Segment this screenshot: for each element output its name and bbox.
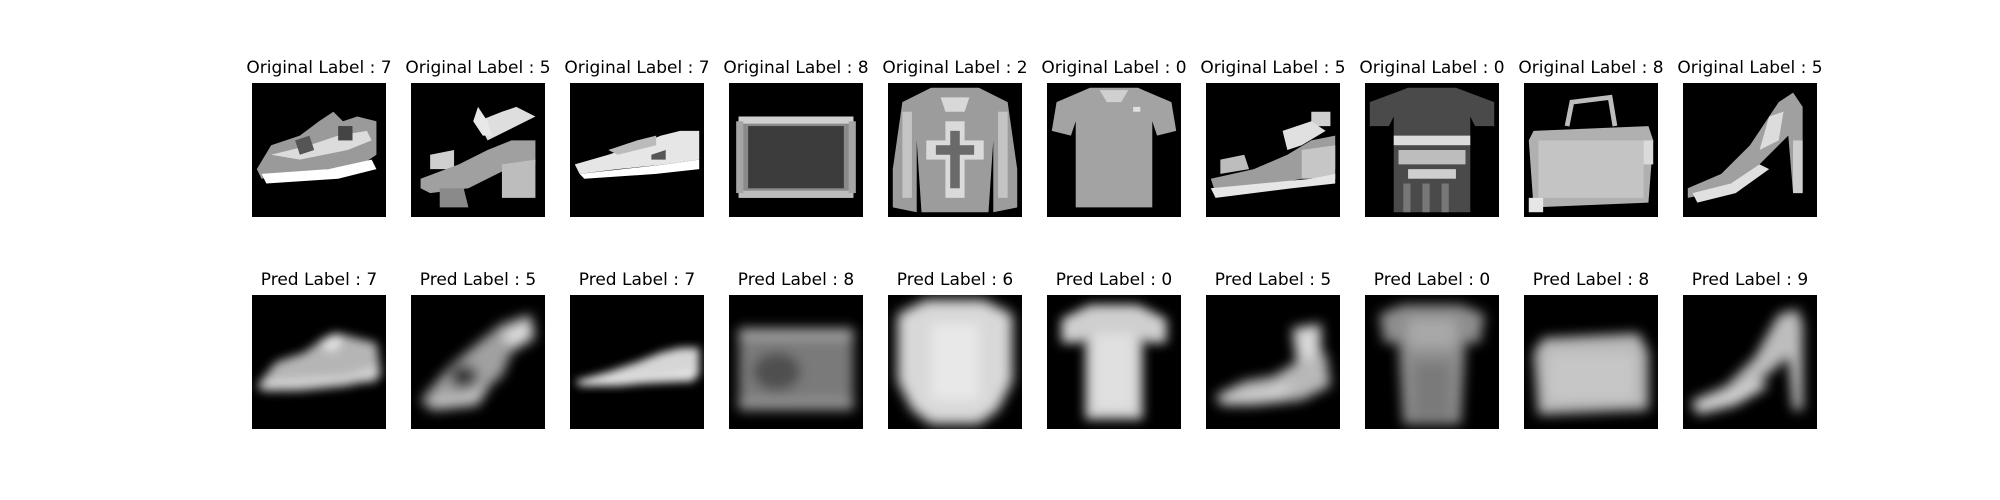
pred-title-5: Pred Label : 6: [896, 270, 1014, 290]
pred-title-2: Pred Label : 5: [419, 270, 537, 290]
original-title-1: Original Label : 7: [246, 58, 392, 78]
high-heel-reconstruction-image: [1683, 295, 1817, 429]
pred-image-10: [1683, 295, 1817, 429]
pred-image-3: [570, 295, 704, 429]
original-image-2: [411, 83, 545, 217]
original-image-5: [888, 83, 1022, 217]
original-title-3: Original Label : 7: [564, 58, 710, 78]
t-shirt-image: [1365, 83, 1499, 217]
pred-title-9: Pred Label : 8: [1532, 270, 1650, 290]
original-title-2: Original Label : 5: [405, 58, 551, 78]
sneaker-reconstruction-image: [570, 295, 704, 429]
original-image-9: [1524, 83, 1658, 217]
sneaker-image: [252, 83, 386, 217]
high-heel-image: [1683, 83, 1817, 217]
pred-image-5: [888, 295, 1022, 429]
bag-reconstruction-image: [1524, 295, 1658, 429]
pred-image-6: [1047, 295, 1181, 429]
bag-image: [729, 83, 863, 217]
sneaker-reconstruction-image: [252, 295, 386, 429]
pred-title-7: Pred Label : 5: [1214, 270, 1332, 290]
t-shirt-image: [1047, 83, 1181, 217]
pred-image-1: [252, 295, 386, 429]
sandal-image: [1206, 83, 1340, 217]
pred-title-3: Pred Label : 7: [578, 270, 696, 290]
original-title-6: Original Label : 0: [1041, 58, 1187, 78]
original-image-6: [1047, 83, 1181, 217]
pred-image-9: [1524, 295, 1658, 429]
sandal-image: [411, 83, 545, 217]
pred-image-4: [729, 295, 863, 429]
pred-image-2: [411, 295, 545, 429]
original-image-4: [729, 83, 863, 217]
bag-reconstruction-image: [729, 295, 863, 429]
t-shirt-reconstruction-image: [1047, 295, 1181, 429]
original-image-1: [252, 83, 386, 217]
sandal-reconstruction-image: [1206, 295, 1340, 429]
original-image-7: [1206, 83, 1340, 217]
original-image-10: [1683, 83, 1817, 217]
original-image-8: [1365, 83, 1499, 217]
pred-title-8: Pred Label : 0: [1373, 270, 1491, 290]
pred-title-1: Pred Label : 7: [260, 270, 378, 290]
original-title-4: Original Label : 8: [723, 58, 869, 78]
pullover-image: [888, 83, 1022, 217]
pred-title-10: Pred Label : 9: [1691, 270, 1809, 290]
original-image-3: [570, 83, 704, 217]
sandal-reconstruction-image: [411, 295, 545, 429]
original-title-10: Original Label : 5: [1677, 58, 1823, 78]
pred-title-6: Pred Label : 0: [1055, 270, 1173, 290]
t-shirt-reconstruction-image: [1365, 295, 1499, 429]
bag-image: [1524, 83, 1658, 217]
original-title-9: Original Label : 8: [1518, 58, 1664, 78]
pred-title-4: Pred Label : 8: [737, 270, 855, 290]
pred-image-8: [1365, 295, 1499, 429]
pred-image-7: [1206, 295, 1340, 429]
original-title-8: Original Label : 0: [1359, 58, 1505, 78]
original-title-5: Original Label : 2: [882, 58, 1028, 78]
sneaker-image: [570, 83, 704, 217]
shirt-reconstruction-image: [888, 295, 1022, 429]
original-title-7: Original Label : 5: [1200, 58, 1346, 78]
